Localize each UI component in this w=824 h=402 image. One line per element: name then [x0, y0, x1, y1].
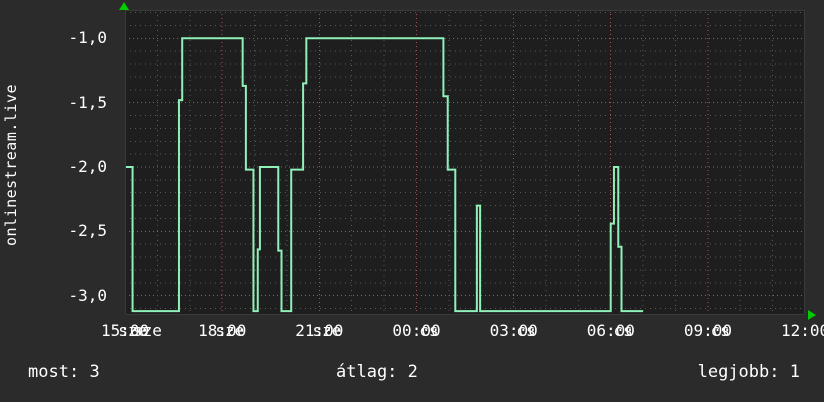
legend-average-value: 2 [407, 362, 418, 382]
x-axis-tick-label: 12:00 [781, 321, 824, 340]
x-axis-day-label: cs [419, 321, 439, 340]
legend-current-value: 3 [89, 362, 100, 382]
x-axis-tick-label: 18:00 [198, 321, 247, 340]
graph-legend: most: 3 átlag: 2 legjobb: 1 [0, 360, 824, 392]
x-axis-day-label: sze [215, 321, 245, 340]
x-axis-tick-label: 21:00 [295, 321, 344, 340]
y-axis-tick-label: -2,5 [68, 221, 107, 241]
x-axis-day-label: cs [516, 321, 536, 340]
y-axis-tick-label: -3,0 [68, 285, 107, 305]
x-axis-day-label: cs [710, 321, 730, 340]
x-axis-tick-label: 15:00 [101, 321, 150, 340]
legend-average-label: átlag: [336, 362, 398, 382]
y-axis-tick-label: -1,0 [68, 28, 107, 48]
x-axis-day-label: cs [613, 321, 633, 340]
x-axis-day-label: sze [312, 321, 342, 340]
legend-best-label: legjobb: [697, 362, 780, 382]
y-axis-arrow-icon [119, 2, 129, 10]
legend-best: legjobb: 1 [698, 360, 800, 384]
x-axis-tick-labels: 15:00 sze 18:00 sze 21:00 sze 00:00 cs 03:00 cs 06… [0, 322, 824, 344]
x-axis-tick-label: 00:00 [392, 321, 441, 340]
y-axis-title: onlinestream.live [0, 0, 22, 330]
x-axis-arrow-icon [808, 310, 816, 320]
data-series-onlinestream-live [125, 37, 644, 313]
plot-area [125, 10, 805, 315]
y-axis-title-text: onlinestream.live [2, 83, 20, 247]
x-axis-tick-label: 03:00 [489, 321, 538, 340]
legend-current-label: most: [28, 362, 80, 382]
legend-best-value: 1 [789, 362, 800, 382]
grid-lines [125, 10, 805, 315]
x-axis-tick-label: 09:00 [683, 321, 733, 340]
y-axis-tick-label: -2,0 [68, 157, 107, 176]
x-axis-day-label: sze [118, 321, 148, 340]
x-axis-first-day-label: sze [133, 321, 162, 340]
x-axis-tick-label: 06:00 [586, 321, 635, 340]
y-axis-tick-label: -1,5 [68, 92, 107, 112]
legend-current: most: 3 [28, 360, 100, 384]
legend-average: átlag: 2 [336, 360, 418, 384]
